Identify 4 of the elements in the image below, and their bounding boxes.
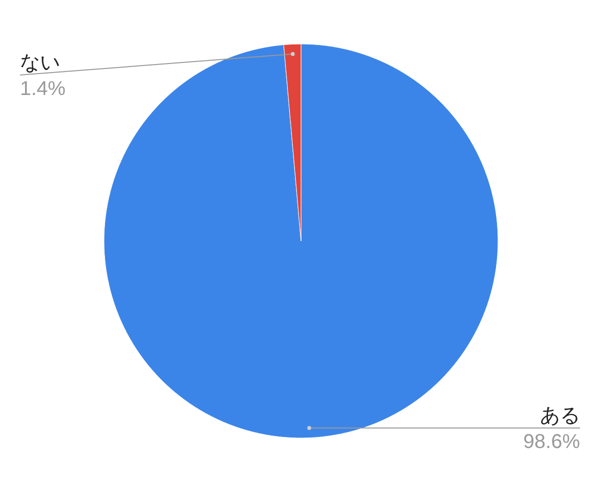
slice-label: ある	[540, 404, 580, 427]
data-label: 98.6%	[523, 430, 580, 453]
slice-label: ない	[20, 52, 60, 74]
data-label: 1.4%	[20, 78, 66, 100]
